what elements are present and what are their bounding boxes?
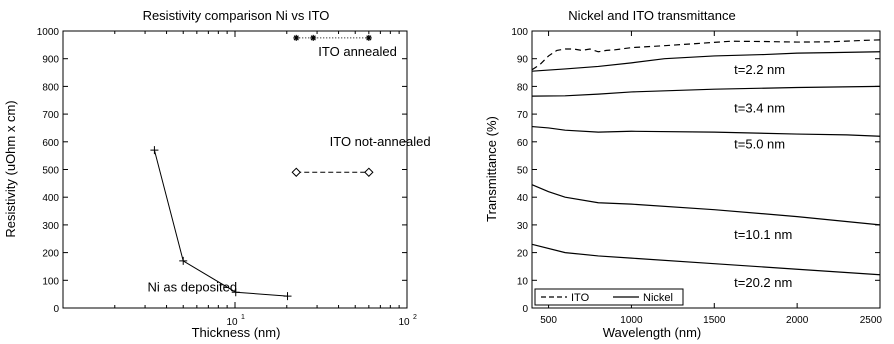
left-ytick-label: 0	[53, 304, 59, 315]
right-series-line	[531, 184, 881, 226]
right-ytick-label: 60	[517, 138, 529, 149]
left-annotation: ITO annealed	[318, 44, 397, 59]
left-plot-frame	[62, 30, 408, 309]
left-xtick-label: 10	[226, 317, 238, 328]
left-point-star	[293, 34, 300, 41]
left-ytick-label: 200	[42, 249, 59, 260]
right-axes: 0 10 20 30 40 50 60 70 80 90 100 500 1000 1500 2000 250…	[511, 27, 882, 326]
right-ytick-label: 0	[522, 304, 528, 315]
left-point-plus	[179, 256, 188, 265]
left-ytick-label: 100	[42, 276, 59, 287]
left-point-diamond	[364, 167, 374, 177]
right-annotation: t=2.2 nm	[734, 62, 785, 77]
right-xtick-label: 1000	[620, 315, 643, 326]
right-xtick-label: 500	[540, 315, 557, 326]
right-legend-label: Nickel	[643, 292, 673, 304]
left-ytick-label: 500	[42, 166, 59, 177]
right-annotation: t=5.0 nm	[734, 137, 785, 152]
right-series-line	[531, 85, 881, 97]
left-annotation: Ni as deposited	[148, 279, 238, 294]
right-legend-label: ITO	[571, 292, 590, 304]
left-xtick-exponent: 2	[413, 314, 417, 321]
left-ytick-label: 900	[42, 55, 59, 66]
right-chart-title: Nickel and ITO transmittance	[568, 8, 735, 23]
left-chart-title: Resistivity comparison Ni vs ITO	[143, 8, 330, 23]
left-point-star	[365, 34, 372, 41]
right-ytick-label: 20	[517, 249, 529, 260]
left-xtick-label: 10	[398, 317, 410, 328]
left-point-plus	[150, 146, 159, 155]
left-chart-xlabel: Thickness (nm)	[192, 325, 281, 340]
left-ytick-label: 400	[42, 193, 59, 204]
right-ytick-label: 90	[517, 55, 529, 66]
right-series-line	[531, 39, 881, 71]
left-ytick-label: 1000	[37, 27, 60, 38]
right-series: t=2.2 nm t=3.4 nm t=5.0 nm t=10.1 nm t=20.2 …	[531, 39, 881, 306]
right-legend-box	[534, 288, 684, 306]
left-point-diamond	[291, 167, 301, 177]
right-chart-xlabel: Wavelength (nm)	[603, 325, 702, 340]
right-ytick-label: 70	[517, 110, 529, 121]
right-xtick-label: 2000	[786, 315, 809, 326]
right-xtick-label: 1500	[703, 315, 726, 326]
right-series-line	[531, 125, 881, 137]
right-annotation: t=10.1 nm	[734, 227, 792, 242]
right-series-line	[531, 51, 881, 72]
resistivity-chart: Resistivity comparison Ni vs ITO Thickne…	[3, 8, 431, 340]
left-series-line	[153, 149, 288, 297]
right-chart-ylabel: Transmittance (%)	[484, 116, 499, 222]
right-plot-frame	[531, 30, 881, 309]
left-ytick-label: 800	[42, 82, 59, 93]
transmittance-chart: Nickel and ITO transmittance Wavelength …	[484, 8, 882, 340]
left-annotation: ITO not-annealed	[330, 134, 431, 149]
right-ytick-label: 40	[517, 193, 529, 204]
right-ytick-label: 10	[517, 276, 529, 287]
right-ytick-label: 50	[517, 166, 529, 177]
right-ytick-label: 30	[517, 221, 529, 232]
left-point-star	[310, 34, 317, 41]
right-annotation: t=20.2 nm	[734, 275, 792, 290]
right-ytick-label: 100	[511, 27, 528, 38]
left-chart-ylabel: Resistivity (uOhm x cm)	[3, 100, 18, 237]
left-point-plus	[231, 288, 240, 297]
right-ytick-label: 80	[517, 82, 529, 93]
left-series: ITO annealed ITO not-annealed Ni as deposi…	[148, 34, 431, 301]
left-point-plus	[283, 292, 292, 301]
left-ytick-label: 600	[42, 138, 59, 149]
left-xtick-exponent: 1	[241, 314, 245, 321]
right-series-line	[531, 243, 881, 276]
right-annotation: t=3.4 nm	[734, 101, 785, 116]
left-ytick-label: 300	[42, 221, 59, 232]
left-ytick-label: 700	[42, 110, 59, 121]
right-xtick-label: 2500	[860, 315, 883, 326]
